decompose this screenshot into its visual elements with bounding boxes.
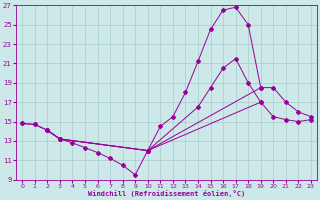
X-axis label: Windchill (Refroidissement éolien,°C): Windchill (Refroidissement éolien,°C) (88, 190, 245, 197)
